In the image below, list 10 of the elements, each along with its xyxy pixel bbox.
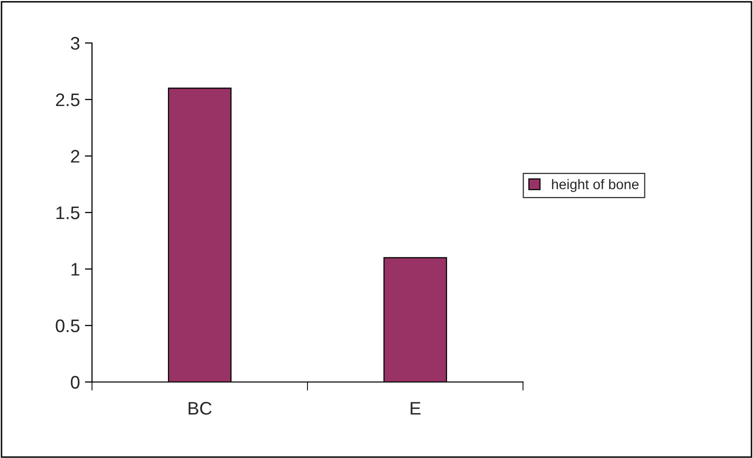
y-tick-label: 0.5 [56, 319, 80, 332]
y-tick-label: 0 [70, 376, 80, 389]
y-tick-label: 3 [70, 36, 80, 50]
y-tick-label: 2 [71, 150, 80, 163]
legend-label: height of bone [552, 179, 639, 192]
x-tick-label: BC [188, 402, 212, 415]
y-tick-label: 1 [72, 263, 80, 276]
y-tick-label: 2.5 [56, 93, 80, 106]
x-tick-label: E [410, 402, 420, 415]
y-tick-label: 1.5 [56, 206, 80, 220]
